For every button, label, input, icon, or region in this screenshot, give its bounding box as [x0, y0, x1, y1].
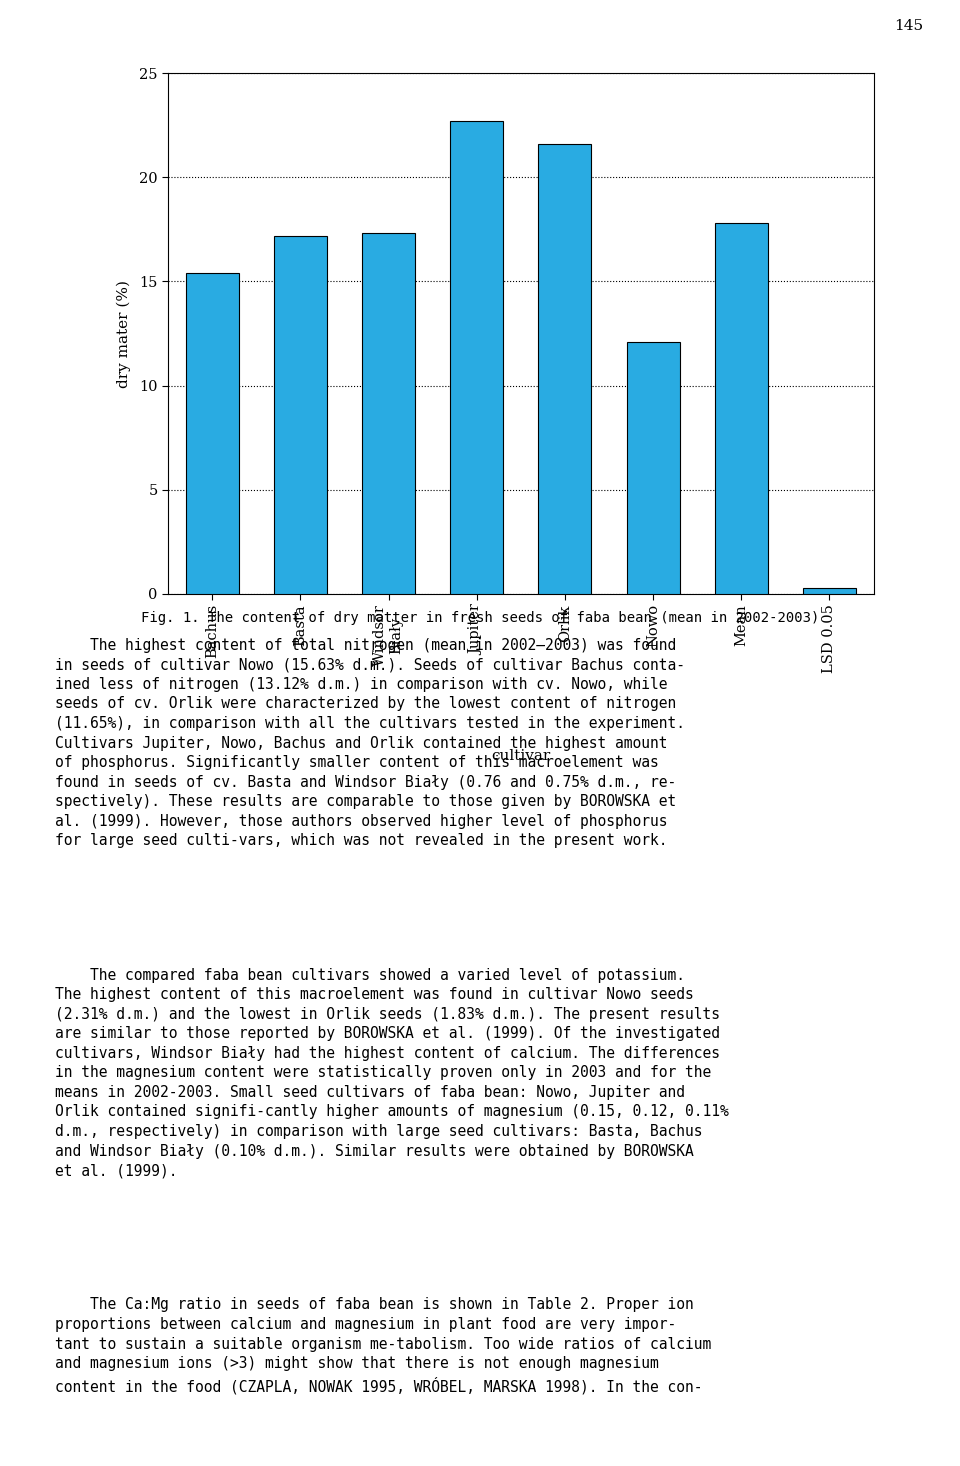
Bar — [715, 223, 768, 594]
Bar — [803, 588, 856, 594]
Text: Fig. 1. The content of dry matter in fresh seeds of faba bean (mean in 2002-2003: Fig. 1. The content of dry matter in fre… — [141, 611, 819, 626]
X-axis label: cultivar: cultivar — [492, 749, 550, 764]
Y-axis label: dry mater (%): dry mater (%) — [116, 280, 131, 387]
Text: The compared faba bean cultivars showed a varied level of potassium.
The highest: The compared faba bean cultivars showed … — [55, 968, 729, 1179]
Bar — [274, 236, 326, 594]
Bar — [362, 233, 415, 594]
Text: The Ca:Mg ratio in seeds of faba bean is shown in Table 2. Proper ion
proportion: The Ca:Mg ratio in seeds of faba bean is… — [55, 1297, 711, 1394]
Bar — [627, 342, 680, 594]
Text: The highest content of total nitrogen (mean in 2002–2003) was found
in seeds of : The highest content of total nitrogen (m… — [55, 638, 684, 849]
Bar — [450, 122, 503, 594]
Bar — [539, 144, 591, 594]
Text: 145: 145 — [895, 19, 924, 34]
Bar — [185, 273, 238, 594]
